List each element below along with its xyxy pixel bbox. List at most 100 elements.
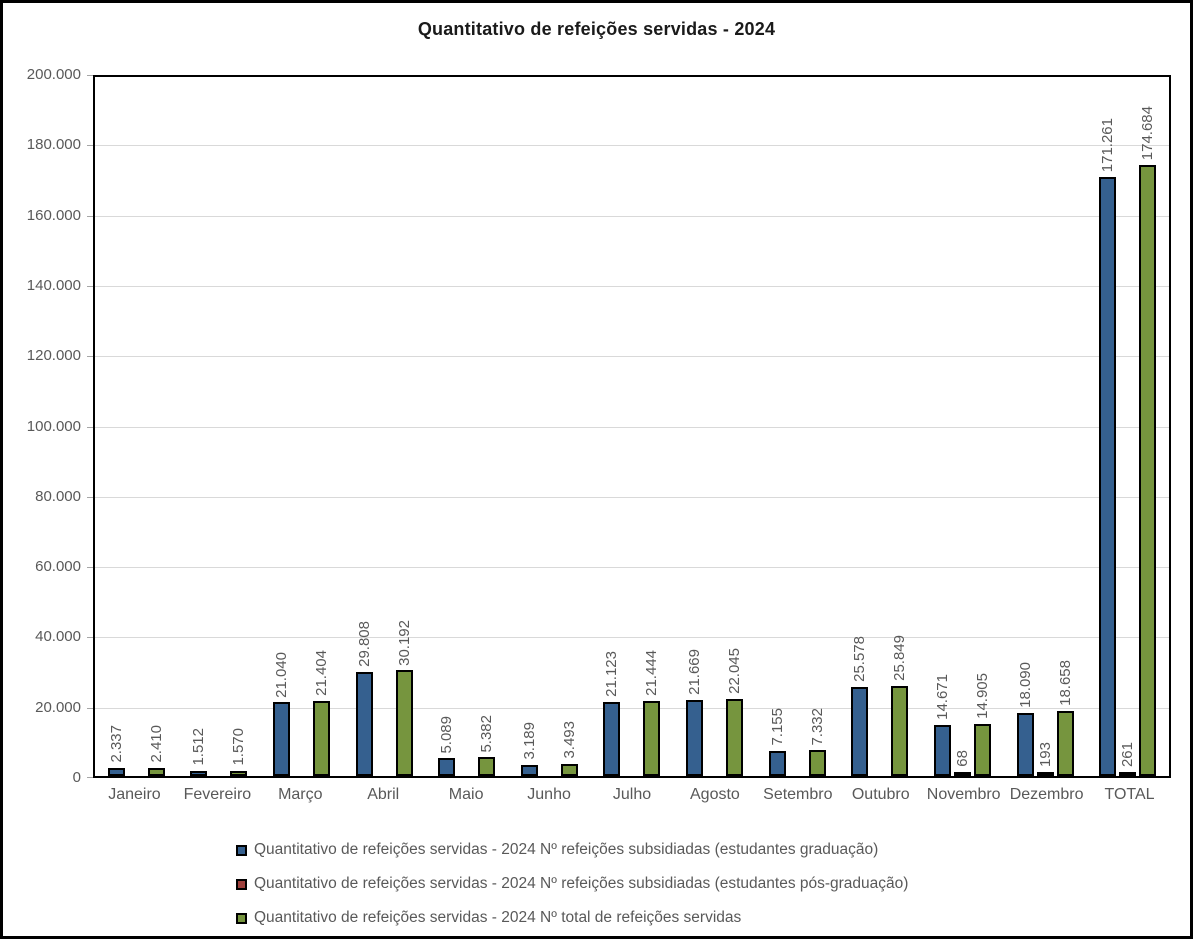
y-axis-tick-mark xyxy=(87,707,93,709)
bar-value-label: 14.671 xyxy=(933,673,951,720)
bar-value-label: 22.045 xyxy=(726,648,744,694)
bar-slot: 29.808 xyxy=(355,77,373,776)
bar-series-0 xyxy=(1099,177,1117,776)
bar-slot xyxy=(458,77,475,776)
bar-slot: 1.512 xyxy=(190,77,208,776)
bar-series-0 xyxy=(190,770,208,776)
bar-slot: 25.849 xyxy=(891,77,909,776)
y-axis-tick-mark xyxy=(87,777,93,778)
bar-slot: 18.658 xyxy=(1056,77,1074,776)
gridline xyxy=(95,567,1169,569)
bar-slot: 171.261 xyxy=(1099,77,1117,776)
legend-item: Quantitativo de refeições servidas - 202… xyxy=(236,867,908,901)
bar-slot: 7.332 xyxy=(808,77,826,776)
bar-value-label: 25.849 xyxy=(891,634,909,681)
bar-slot: 14.671 xyxy=(933,77,951,776)
gridline xyxy=(95,637,1169,639)
bar-series-2 xyxy=(230,770,248,776)
bar-slot: 261 xyxy=(1119,77,1137,776)
bar-slot: 30.192 xyxy=(395,77,413,776)
bar-series-2 xyxy=(643,701,661,776)
y-tick-label: 100.000 xyxy=(26,417,81,435)
bar-group: 171.261 261 174.684 xyxy=(1086,77,1169,776)
bar-series-2 xyxy=(726,698,744,776)
y-axis-tick-mark xyxy=(87,356,93,358)
bar-slot xyxy=(128,77,145,776)
bar-group: 18.090 193 18.658 xyxy=(1004,77,1087,776)
y-tick-label: 40.000 xyxy=(35,628,81,646)
bar-value-label: 3.493 xyxy=(560,721,578,759)
bar-slot: 2.337 xyxy=(107,77,125,776)
bar-slot: 5.382 xyxy=(478,77,496,776)
bar-slot xyxy=(789,77,806,776)
bar-slot: 22.045 xyxy=(726,77,744,776)
y-axis-ticks xyxy=(87,75,93,778)
bar-value-label: 21.669 xyxy=(686,649,704,696)
bar-value-label: 7.155 xyxy=(768,708,786,746)
y-tick-label: 120.000 xyxy=(26,347,81,365)
bar-value-label: 18.090 xyxy=(1016,661,1034,708)
y-axis-tick-mark xyxy=(87,496,93,498)
bar-value-label: 174.684 xyxy=(1139,106,1157,161)
x-tick-label: Abril xyxy=(367,786,400,803)
bar-slot: 7.155 xyxy=(768,77,786,776)
bar-slot: 5.089 xyxy=(438,77,456,776)
bar-slot: 21.444 xyxy=(643,77,661,776)
bar-series-0 xyxy=(603,702,621,776)
bar-group: 2.337 2.410 xyxy=(95,77,178,776)
bar-series-2 xyxy=(891,685,909,776)
bar-value-label: 261 xyxy=(1119,741,1137,767)
legend-item: Quantitativo de refeições servidas - 202… xyxy=(236,833,908,867)
bar-slot: 68 xyxy=(953,77,971,776)
x-tick-label: Setembro xyxy=(763,786,833,803)
bar-series-1 xyxy=(953,772,971,776)
bar-slot: 14.905 xyxy=(973,77,991,776)
bar-value-label: 29.808 xyxy=(355,620,373,667)
y-tick-label: 200.000 xyxy=(26,66,81,83)
bar-series-2 xyxy=(973,723,991,776)
bar-group: 29.808 30.192 xyxy=(343,77,426,776)
bar-series-0 xyxy=(933,724,951,776)
legend-label: Quantitativo de refeições servidas - 202… xyxy=(254,841,879,858)
bar-value-label: 18.658 xyxy=(1056,659,1074,706)
legend-item: Quantitativo de refeições servidas - 202… xyxy=(236,901,908,935)
y-tick-label: 80.000 xyxy=(35,487,81,505)
y-tick-label: 140.000 xyxy=(26,276,81,294)
bar-slot: 1.570 xyxy=(230,77,248,776)
y-tick-label: 160.000 xyxy=(26,206,81,224)
bar-series-2 xyxy=(1056,710,1074,776)
bar-series-0 xyxy=(1016,712,1034,776)
y-tick-label: 20.000 xyxy=(35,698,81,716)
bar-group: 1.512 1.570 xyxy=(178,77,261,776)
bar-value-label: 5.089 xyxy=(438,715,456,754)
bar-slot xyxy=(376,77,393,776)
bar-value-label: 1.512 xyxy=(190,728,208,766)
y-axis-tick-mark xyxy=(87,215,93,217)
x-tick-label: Agosto xyxy=(690,786,740,803)
bar-value-label: 5.382 xyxy=(478,714,496,753)
legend-label: Quantitativo de refeições servidas - 202… xyxy=(254,909,742,926)
x-tick-label: Janeiro xyxy=(108,786,161,803)
bar-slot: 3.189 xyxy=(520,77,538,776)
bar-slot: 193 xyxy=(1036,77,1054,776)
chart-title: Quantitativo de refeições servidas - 202… xyxy=(417,19,776,39)
legend-marker-pos-graduacao-icon xyxy=(236,878,247,890)
bar-value-label: 2.410 xyxy=(147,725,165,763)
legend-marker-total-icon xyxy=(236,912,247,924)
bar-series-0 xyxy=(107,767,125,776)
bar-series-0 xyxy=(355,671,373,776)
bar-value-label: 25.578 xyxy=(851,635,869,682)
bar-slot xyxy=(706,77,723,776)
bar-value-label: 14.905 xyxy=(973,673,991,719)
bar-slot xyxy=(541,77,558,776)
bar-group: 21.669 22.045 xyxy=(673,77,756,776)
legend-label: Quantitativo de refeições servidas - 202… xyxy=(254,875,909,892)
y-axis-tick-mark xyxy=(87,75,93,76)
y-axis-tick-mark xyxy=(87,285,93,287)
bar-slot xyxy=(293,77,310,776)
bar-group: 14.671 68 14.905 xyxy=(921,77,1004,776)
bar-series-0 xyxy=(768,751,786,776)
gridline xyxy=(95,285,1169,287)
bar-value-label: 30.192 xyxy=(395,619,413,666)
gridline xyxy=(95,496,1169,498)
